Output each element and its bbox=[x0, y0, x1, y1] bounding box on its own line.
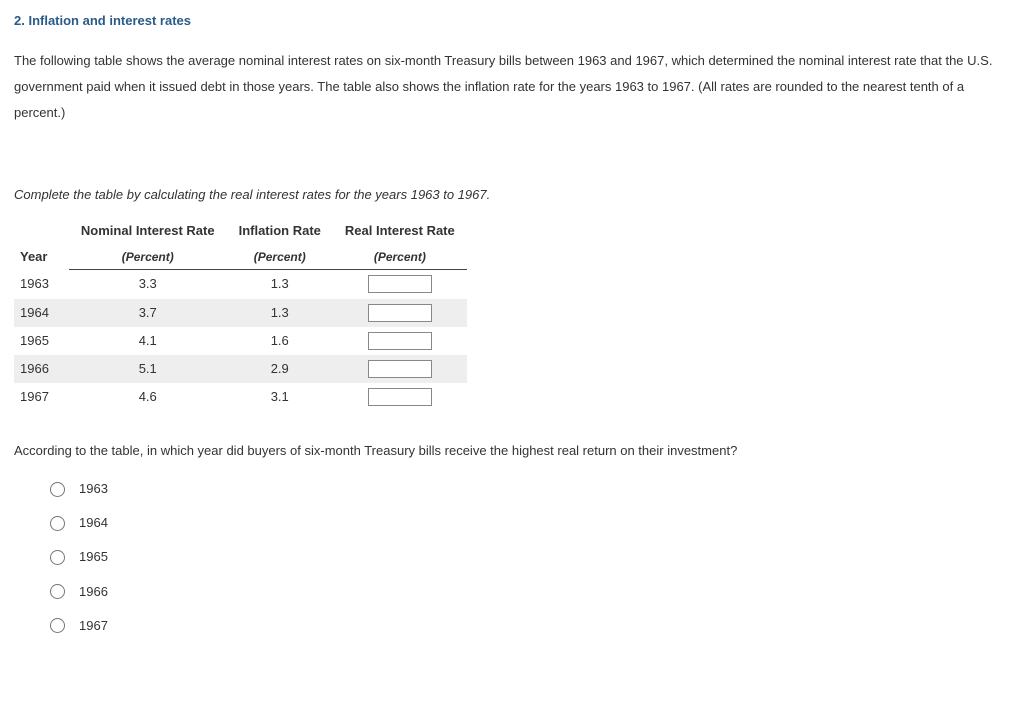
mc-option[interactable]: 1967 bbox=[50, 617, 1010, 635]
table-row: 1964 3.7 1.3 bbox=[14, 299, 467, 327]
cell-inflation: 1.3 bbox=[227, 299, 333, 327]
mc-option[interactable]: 1965 bbox=[50, 548, 1010, 566]
cell-inflation: 1.3 bbox=[227, 270, 333, 299]
radio-input[interactable] bbox=[50, 550, 65, 565]
col-header-inflation: Inflation Rate bbox=[227, 218, 333, 244]
real-rate-input[interactable] bbox=[368, 360, 432, 378]
cell-real bbox=[333, 270, 467, 299]
mc-option[interactable]: 1963 bbox=[50, 480, 1010, 498]
radio-input[interactable] bbox=[50, 618, 65, 633]
radio-input[interactable] bbox=[50, 482, 65, 497]
real-rate-input[interactable] bbox=[368, 275, 432, 293]
option-label: 1967 bbox=[79, 617, 108, 635]
cell-real bbox=[333, 299, 467, 327]
cell-year: 1967 bbox=[14, 383, 69, 411]
option-label: 1963 bbox=[79, 480, 108, 498]
col-header-nominal: Nominal Interest Rate bbox=[69, 218, 227, 244]
cell-year: 1966 bbox=[14, 355, 69, 383]
table-row: 1963 3.3 1.3 bbox=[14, 270, 467, 299]
cell-inflation: 3.1 bbox=[227, 383, 333, 411]
mc-options: 1963 1964 1965 1966 1967 bbox=[14, 480, 1010, 635]
col-sub-nominal: (Percent) bbox=[81, 249, 215, 266]
radio-input[interactable] bbox=[50, 516, 65, 531]
real-rate-input[interactable] bbox=[368, 388, 432, 406]
cell-nominal: 4.1 bbox=[69, 327, 227, 355]
radio-input[interactable] bbox=[50, 584, 65, 599]
table-row: 1965 4.1 1.6 bbox=[14, 327, 467, 355]
cell-nominal: 3.3 bbox=[69, 270, 227, 299]
option-label: 1965 bbox=[79, 548, 108, 566]
cell-year: 1963 bbox=[14, 270, 69, 299]
mc-option[interactable]: 1966 bbox=[50, 583, 1010, 601]
real-rate-input[interactable] bbox=[368, 304, 432, 322]
col-header-year: Year bbox=[14, 218, 69, 269]
col-header-real: Real Interest Rate bbox=[333, 218, 467, 244]
instruction-text: Complete the table by calculating the re… bbox=[14, 186, 1010, 204]
table-row: 1966 5.1 2.9 bbox=[14, 355, 467, 383]
cell-year: 1965 bbox=[14, 327, 69, 355]
cell-real bbox=[333, 355, 467, 383]
rates-table: Year Nominal Interest Rate Inflation Rat… bbox=[14, 218, 467, 411]
mc-question-text: According to the table, in which year di… bbox=[14, 441, 1010, 462]
cell-nominal: 4.6 bbox=[69, 383, 227, 411]
cell-nominal: 5.1 bbox=[69, 355, 227, 383]
cell-real bbox=[333, 383, 467, 411]
option-label: 1964 bbox=[79, 514, 108, 532]
cell-inflation: 2.9 bbox=[227, 355, 333, 383]
mc-option[interactable]: 1964 bbox=[50, 514, 1010, 532]
cell-nominal: 3.7 bbox=[69, 299, 227, 327]
intro-text: The following table shows the average no… bbox=[14, 48, 1010, 126]
question-heading: 2. Inflation and interest rates bbox=[14, 12, 1010, 30]
option-label: 1966 bbox=[79, 583, 108, 601]
table-row: 1967 4.6 3.1 bbox=[14, 383, 467, 411]
cell-inflation: 1.6 bbox=[227, 327, 333, 355]
col-sub-real: (Percent) bbox=[345, 249, 455, 266]
cell-year: 1964 bbox=[14, 299, 69, 327]
col-sub-inflation: (Percent) bbox=[239, 249, 321, 266]
real-rate-input[interactable] bbox=[368, 332, 432, 350]
cell-real bbox=[333, 327, 467, 355]
